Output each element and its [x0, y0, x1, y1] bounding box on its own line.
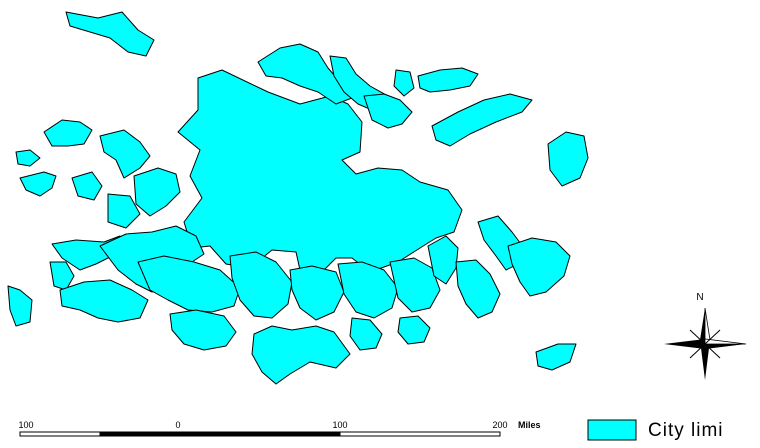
city-polygon: [66, 12, 154, 56]
city-polygon: [170, 310, 236, 350]
city-polygon: [16, 150, 40, 166]
city-polygon: [508, 238, 570, 296]
scale-bar-segment: [100, 432, 180, 436]
scale-bar: 100 0 100 200 Miles: [18, 420, 540, 436]
city-polygon: [350, 318, 382, 350]
city-polygon: [536, 344, 576, 370]
scale-label-0: 0: [175, 420, 180, 430]
city-polygon: [60, 280, 148, 322]
city-polygon: [44, 120, 92, 146]
north-arrow-label: N: [696, 292, 703, 303]
city-polygon-main: [178, 70, 462, 272]
city-polygon: [100, 130, 150, 178]
city-limits-layer: [8, 12, 588, 384]
city-polygon: [138, 256, 240, 312]
city-polygon: [398, 316, 430, 344]
city-polygon: [50, 262, 74, 290]
city-polygon: [456, 260, 500, 318]
scale-label-left-100: 100: [18, 420, 33, 430]
legend: City limi: [588, 420, 724, 441]
city-polygon: [364, 94, 412, 128]
city-polygon: [20, 172, 56, 196]
city-polygon: [548, 132, 588, 186]
compass-rose-icon: [664, 308, 746, 380]
legend-label: City limi: [648, 420, 724, 441]
north-arrow: N: [664, 292, 746, 380]
city-polygon: [394, 70, 414, 96]
scale-bar-segment: [20, 432, 100, 436]
legend-swatch: [588, 420, 636, 440]
city-polygon: [72, 172, 102, 200]
city-polygon: [252, 326, 350, 384]
city-polygon: [134, 168, 180, 216]
city-polygon: [290, 266, 344, 320]
scale-label-100: 100: [332, 420, 347, 430]
scale-bar-segment: [340, 432, 500, 436]
city-polygon: [8, 286, 32, 326]
scale-units-label: Miles: [518, 420, 541, 430]
scale-bar-segment: [180, 432, 340, 436]
city-polygon: [418, 68, 478, 92]
scale-label-200: 200: [492, 420, 507, 430]
city-polygon: [230, 252, 292, 318]
city-polygon: [338, 262, 398, 318]
city-polygon: [432, 94, 532, 146]
